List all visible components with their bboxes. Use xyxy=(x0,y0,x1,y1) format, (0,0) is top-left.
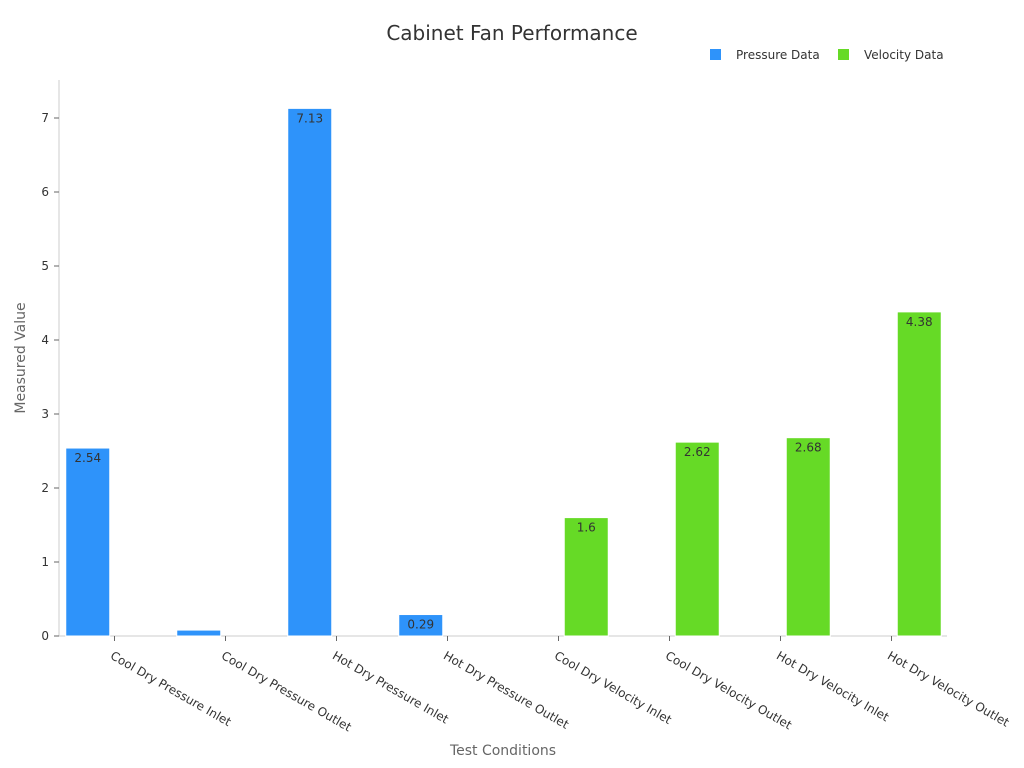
legend: Pressure Data Velocity Data xyxy=(710,48,944,62)
chart-title: Cabinet Fan Performance xyxy=(386,21,637,45)
bar-velocity[interactable] xyxy=(674,441,720,637)
bar-pressure[interactable] xyxy=(65,447,111,637)
data-label: 7.13 xyxy=(296,111,323,125)
data-label: 0.29 xyxy=(407,618,434,632)
y-tick-label: 2 xyxy=(41,481,49,495)
data-label: 2.68 xyxy=(795,441,822,455)
bar-pressure[interactable] xyxy=(287,107,333,637)
y-tick-label: 5 xyxy=(41,259,49,273)
data-label: 2.62 xyxy=(684,445,711,459)
x-tick-label: Cool Dry Velocity Outlet xyxy=(663,648,794,732)
bar-pressure[interactable] xyxy=(398,614,444,637)
x-tick-label: Cool Dry Velocity Inlet xyxy=(552,648,674,727)
y-axis-title: Measured Value xyxy=(13,302,29,413)
legend-label-pressure[interactable]: Pressure Data xyxy=(736,48,820,62)
legend-label-velocity[interactable]: Velocity Data xyxy=(864,48,944,62)
legend-swatch-pressure[interactable] xyxy=(710,49,721,60)
x-tick-label: Hot Dry Pressure Outlet xyxy=(441,648,571,731)
y-tick-label: 7 xyxy=(41,111,49,125)
bar-velocity[interactable] xyxy=(896,311,942,637)
y-tick-label: 3 xyxy=(41,407,49,421)
legend-swatch-velocity[interactable] xyxy=(838,49,849,60)
data-label: 4.38 xyxy=(906,315,933,329)
y-tick-label: 6 xyxy=(41,185,49,199)
bar-velocity[interactable] xyxy=(785,437,831,637)
x-axis-title: Test Conditions xyxy=(449,743,556,759)
y-tick-label: 4 xyxy=(41,333,49,347)
y-tick-label: 0 xyxy=(41,629,49,643)
bar-pressure[interactable] xyxy=(176,629,222,637)
data-label: 2.54 xyxy=(74,451,101,465)
y-axis-ticks: 0 1 2 3 4 5 6 7 xyxy=(41,111,59,643)
data-label: 1.6 xyxy=(577,521,596,535)
bar-velocity[interactable] xyxy=(563,517,609,637)
x-tick-label: Hot Dry Velocity Inlet xyxy=(774,648,892,724)
x-tick-label: Hot Dry Pressure Inlet xyxy=(330,648,451,726)
bars: 2.54 7.13 0.29 1.6 2.62 2.68 4.38 xyxy=(65,107,942,637)
x-tick-label: Cool Dry Pressure Inlet xyxy=(108,648,234,729)
x-tick-label: Hot Dry Velocity Outlet xyxy=(885,648,1012,729)
y-tick-label: 1 xyxy=(41,555,49,569)
